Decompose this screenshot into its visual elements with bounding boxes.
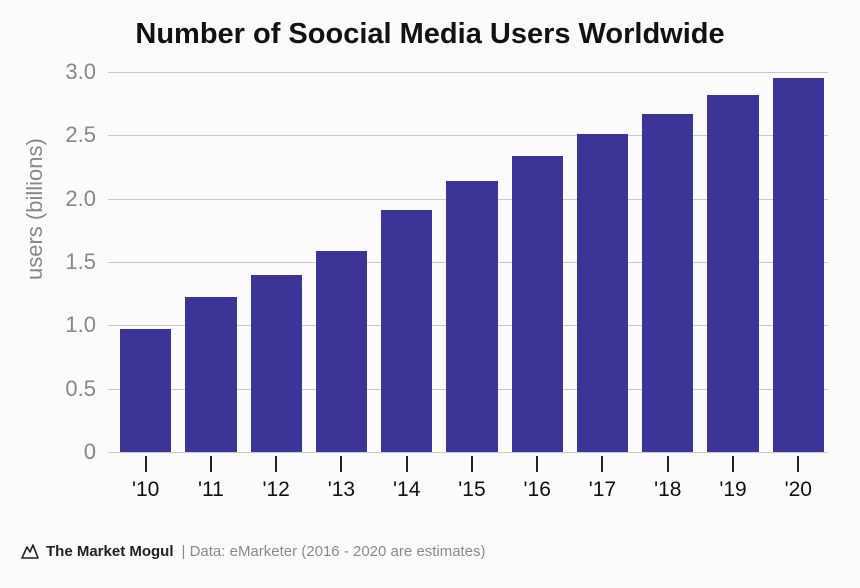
xtick: '19	[707, 452, 758, 502]
xtick-mark	[406, 456, 408, 472]
bar	[381, 210, 432, 452]
ytick-label: 1.5	[65, 249, 96, 275]
bar	[316, 251, 367, 452]
plot-area: 00.51.01.52.02.53.0	[108, 72, 828, 452]
bar-slot	[316, 72, 367, 452]
ytick-label: 3.0	[65, 59, 96, 85]
xtick: '20	[773, 452, 824, 502]
bar	[642, 114, 693, 452]
chart-title: Number of Soocial Media Users Worldwide	[0, 18, 860, 51]
xtick: '16	[512, 452, 563, 502]
xtick-label: '18	[654, 478, 681, 502]
bar	[773, 78, 824, 452]
bar	[512, 156, 563, 452]
xtick-mark	[536, 456, 538, 472]
xtick-label: '14	[393, 478, 420, 502]
xtick: '11	[185, 452, 236, 502]
xtick-label: '13	[328, 478, 355, 502]
bars-container	[108, 72, 828, 452]
xtick: '12	[251, 452, 302, 502]
xtick-mark	[210, 456, 212, 472]
xtick-label: '11	[198, 478, 224, 502]
xtick-label: '10	[132, 478, 159, 502]
xtick-label: '15	[458, 478, 485, 502]
ytick-label: 2.0	[65, 186, 96, 212]
bar	[707, 95, 758, 452]
xtick-label: '12	[262, 478, 289, 502]
brand: The Market Mogul	[20, 542, 174, 560]
ytick-label: 2.5	[65, 122, 96, 148]
bar-slot	[707, 72, 758, 452]
mountain-icon	[20, 542, 40, 560]
xtick-mark	[145, 456, 147, 472]
bar-slot	[773, 72, 824, 452]
xtick: '17	[577, 452, 628, 502]
y-axis-label: users (billions)	[22, 138, 48, 280]
xtick: '18	[642, 452, 693, 502]
bar-slot	[251, 72, 302, 452]
xtick-mark	[275, 456, 277, 472]
xtick: '10	[120, 452, 171, 502]
ytick-label: 0.5	[65, 376, 96, 402]
xtick-label: '19	[719, 478, 746, 502]
bar	[577, 134, 628, 452]
xtick: '13	[316, 452, 367, 502]
xtick-mark	[471, 456, 473, 472]
xtick-mark	[340, 456, 342, 472]
xtick-mark	[797, 456, 799, 472]
bar-slot	[120, 72, 171, 452]
xtick-label: '20	[785, 478, 812, 502]
xtick-label: '17	[589, 478, 616, 502]
ytick-label: 1.0	[65, 312, 96, 338]
xtick: '14	[381, 452, 432, 502]
bar	[446, 181, 497, 452]
brand-text: The Market Mogul	[46, 543, 174, 560]
bar	[251, 275, 302, 452]
xtick-mark	[667, 456, 669, 472]
bar-slot	[381, 72, 432, 452]
bar-slot	[642, 72, 693, 452]
xtick: '15	[446, 452, 497, 502]
x-axis: '10 '11 '12 '13 '14 '15 '16 '17 '18 '19 '20	[108, 452, 828, 502]
bar-slot	[577, 72, 628, 452]
bar-slot	[446, 72, 497, 452]
bar	[185, 297, 236, 452]
xtick-mark	[601, 456, 603, 472]
source-text: | Data: eMarketer (2016 - 2020 are estim…	[182, 543, 486, 560]
bar-slot	[185, 72, 236, 452]
bar	[120, 329, 171, 452]
xtick-mark	[732, 456, 734, 472]
bar-slot	[512, 72, 563, 452]
xtick-label: '16	[524, 478, 551, 502]
ytick-label: 0	[84, 439, 96, 465]
chart-footer: The Market Mogul | Data: eMarketer (2016…	[20, 542, 486, 560]
